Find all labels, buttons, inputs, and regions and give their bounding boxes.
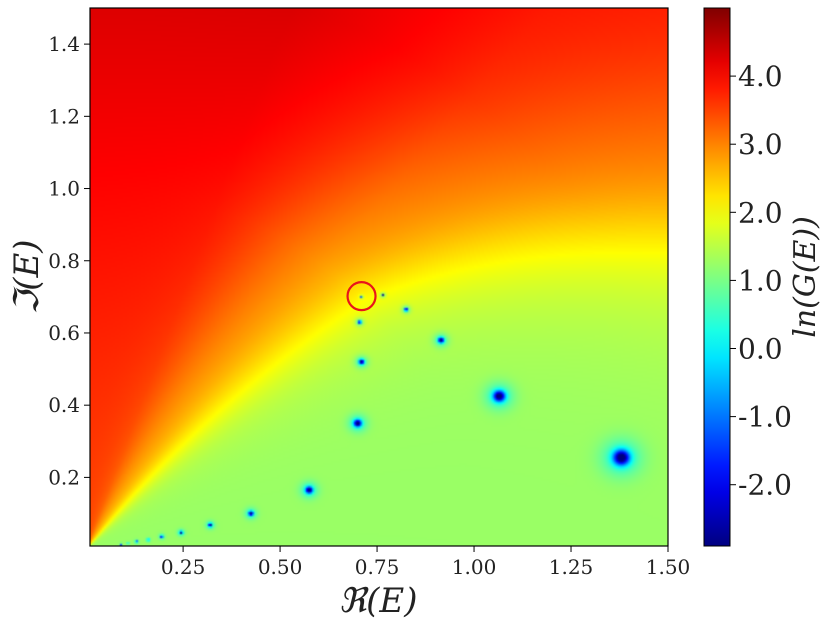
x-tick-label: 0.50 [258,555,303,579]
y-tick-label: 1.2 [48,104,80,128]
y-tick-label: 1.0 [48,177,80,201]
plot-frame [89,7,669,547]
x-tick-label: 1.25 [549,555,594,579]
colorbar-tick-label: -1.0 [738,401,792,434]
y-tick-label: 1.4 [48,32,80,56]
x-tick-label: 0.75 [355,555,400,579]
colorbar-tick-label: 0.0 [738,333,783,366]
heatmap-image [90,8,668,546]
heatmap-area [90,8,668,546]
y-tick-label: 0.4 [48,393,80,417]
colorbar-tick-label: -2.0 [738,469,792,502]
y-tick-label: 0.6 [48,321,80,345]
y-axis-ticks: 0.2 0.4 0.6 0.8 1.0 1.2 1.4 [48,32,90,489]
colorbar [703,7,731,547]
x-tick-label: 1.00 [452,555,497,579]
y-axis-title: ℑ(E) [7,239,47,314]
x-axis-ticks: 0.25 0.50 0.75 1.00 1.25 1.50 [161,546,690,579]
x-axis-title: ℜ(E) [338,581,417,621]
y-tick-label: 0.8 [48,249,80,273]
colorbar-tick-label: 2.0 [738,196,783,229]
highlight-circle [346,281,377,312]
colorbar-title: ln(G(E)) [788,216,823,338]
colorbar-tick-label: 1.0 [738,264,783,297]
colorbar-tick-label: 4.0 [738,60,783,93]
colorbar-ticks: -2.0 -1.0 0.0 1.0 2.0 3.0 4.0 [730,60,792,502]
colorbar-tick-label: 3.0 [738,128,783,161]
x-tick-label: 1.50 [646,555,691,579]
x-tick-label: 0.25 [161,555,206,579]
y-tick-label: 0.2 [48,465,80,489]
